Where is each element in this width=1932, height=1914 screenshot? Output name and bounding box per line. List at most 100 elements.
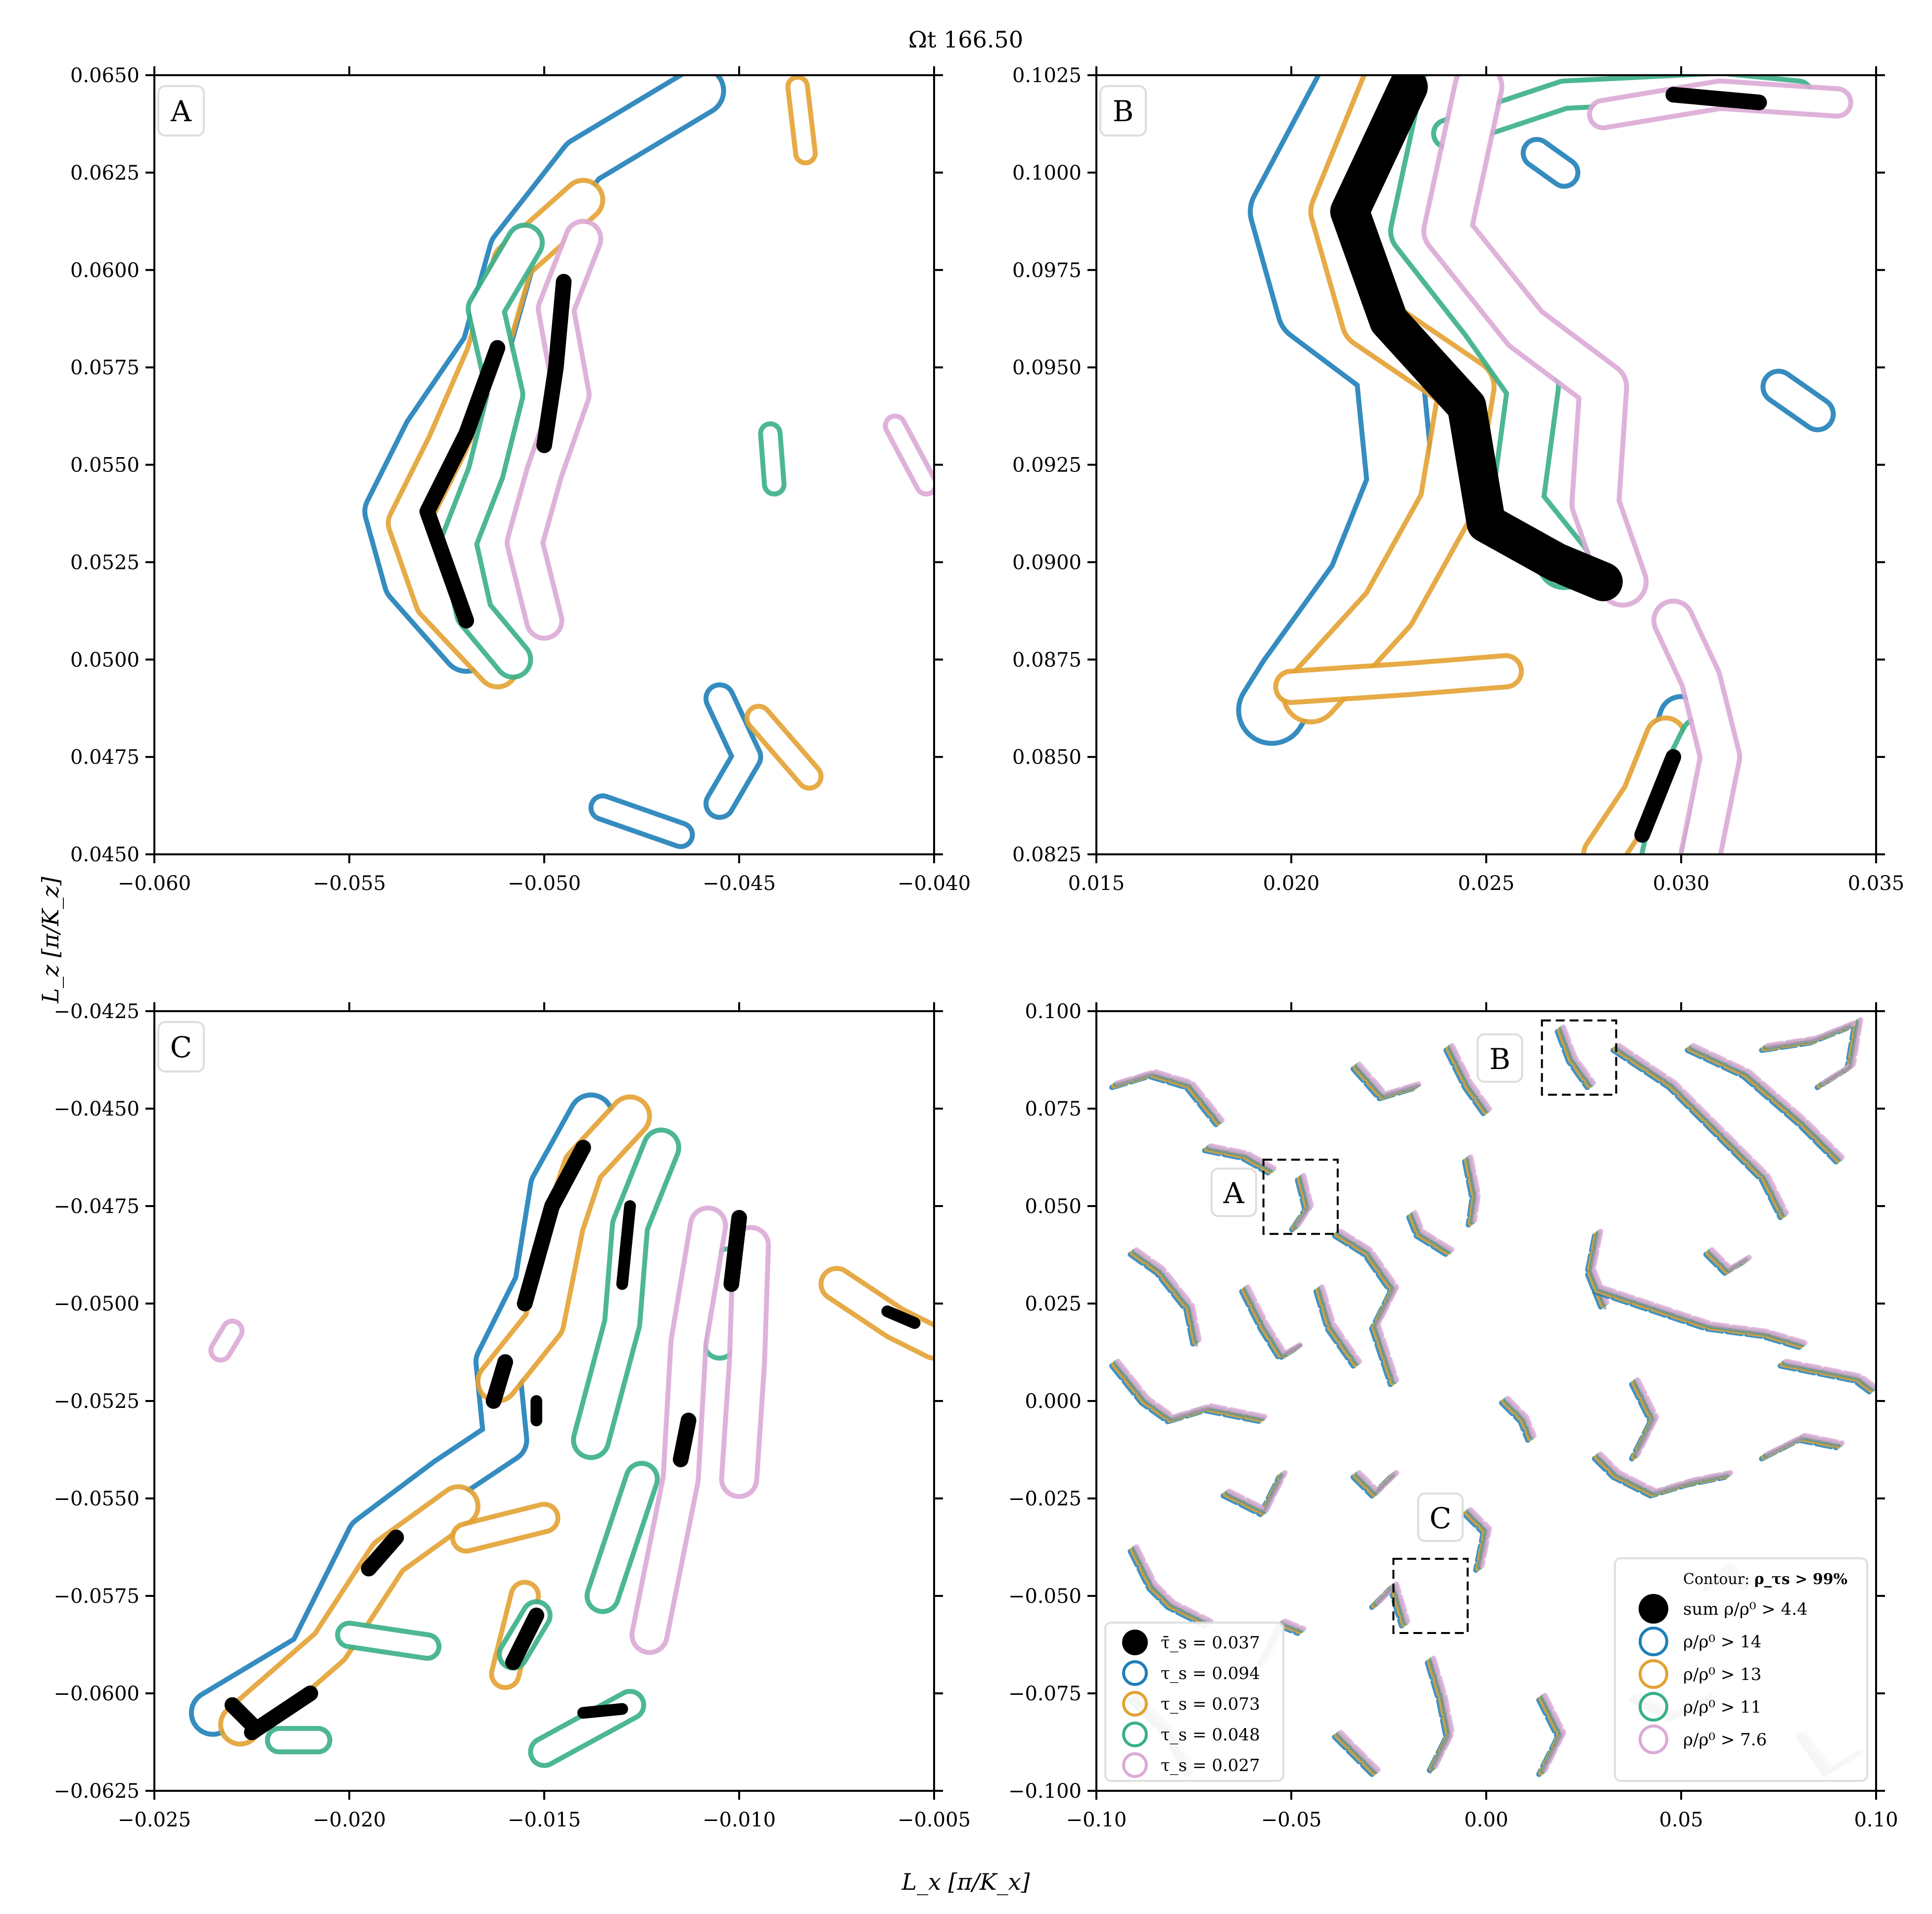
overview-filament-s4	[1598, 1284, 1808, 1346]
x-tick-label: 0.020	[1263, 872, 1320, 895]
overview-filament-core	[1206, 1147, 1272, 1172]
panel-tag-box	[1099, 85, 1147, 137]
overview-filament-core	[1336, 1232, 1395, 1384]
panel-tag: B	[1099, 85, 1147, 137]
plot-area	[1109, 1017, 1876, 1777]
contour-sum-core	[616, 1200, 636, 1290]
contour-sum-core	[224, 1697, 260, 1732]
figure-ylabel: L_z [π/K_z]	[37, 877, 64, 1004]
overview-filament-s4	[1133, 1544, 1214, 1624]
legend-right-label: sum ρ/ρ⁰ > 4.4	[1683, 1599, 1808, 1619]
panel-tag-box	[157, 1021, 205, 1073]
overview-filament-core	[1132, 1548, 1210, 1626]
y-tick-label: 0.0900	[1012, 551, 1082, 574]
overview-filament-core	[1132, 1251, 1198, 1347]
x-tick-label: −0.015	[508, 1809, 581, 1831]
overview-filament-core	[1355, 1474, 1395, 1495]
x-tick-label: −0.020	[313, 1809, 386, 1831]
overview-filament-core	[1113, 1362, 1265, 1421]
overview-filament-core	[1318, 1288, 1358, 1365]
overview-filament-s4	[1133, 1247, 1203, 1346]
x-tick-label: 0.015	[1068, 872, 1125, 895]
panel-a: A −0.060 −0.055 −0.050 −0.045 −0.040 0.0450 0.0…	[70, 64, 971, 895]
overview-filament-core	[1689, 1047, 1840, 1162]
overview-filament-s4	[1226, 1470, 1288, 1513]
overview-filament-core	[1707, 1251, 1748, 1273]
legend-right-title: Contour: ρ_τs > 99%	[1683, 1571, 1847, 1588]
overview-filament-s4	[1338, 1729, 1381, 1773]
overview-filament-s4	[1505, 1396, 1537, 1439]
contour-sum-core	[1330, 75, 1623, 602]
contour-sum-core	[419, 340, 506, 629]
overview-filament-core	[1503, 1400, 1533, 1440]
contour-sum-core	[881, 1306, 921, 1329]
overview-filament-s4	[1115, 1069, 1225, 1123]
overview-filament-core	[1559, 1028, 1592, 1087]
y-tick-label: 0.075	[1025, 1098, 1082, 1120]
contour-s4-interior	[724, 1230, 766, 1494]
y-tick-label: −0.050	[1008, 1585, 1082, 1608]
legend-left-label: τ_s = 0.073	[1161, 1694, 1260, 1714]
overview-filament-s4	[1598, 1451, 1734, 1494]
overview-filament-s4	[1783, 1358, 1876, 1390]
y-tick-label: 0.0825	[1012, 843, 1082, 866]
overview-filament-core	[1429, 1659, 1451, 1774]
legend-marker-s2	[1639, 1659, 1668, 1689]
contour-sum-core	[723, 1210, 747, 1292]
inset-label: A	[1210, 1167, 1257, 1217]
contour-sum-core	[505, 1607, 544, 1670]
overview-filament-core	[1466, 1158, 1477, 1224]
contour-s1-interior	[1765, 373, 1831, 427]
y-tick-label: −0.0525	[54, 1390, 140, 1413]
panel-tag-label: B	[1113, 94, 1134, 128]
inset-box-b	[1541, 1019, 1617, 1096]
legend-marker-s3	[1639, 1692, 1668, 1722]
legend-right-title-bold: ρ_τs > 99%	[1754, 1571, 1847, 1588]
y-tick-label: −0.0600	[54, 1682, 140, 1705]
overview-filament-s4	[1560, 1025, 1596, 1086]
overview-filament-s4	[1208, 1143, 1277, 1171]
overview-filament-s4	[1691, 1043, 1845, 1160]
overview-filament-s1	[1685, 1047, 1839, 1165]
y-tick-label: 0.0550	[70, 454, 140, 477]
overview-filament-s4	[1635, 1377, 1659, 1457]
legend-marker-s1	[1639, 1627, 1668, 1656]
y-tick-label: 0.050	[1025, 1195, 1082, 1218]
y-tick-label: 0.0875	[1012, 649, 1082, 671]
overview-filament-s4	[1449, 1043, 1492, 1112]
overview-filament-s4	[1616, 1043, 1789, 1216]
legend-right-box	[1614, 1557, 1868, 1782]
inset-label-box	[1417, 1492, 1464, 1542]
contour-s1-interior	[708, 687, 758, 815]
legend-marker-s3	[1122, 1722, 1148, 1747]
overview-filament-s4	[1468, 1154, 1481, 1223]
y-tick-label: 0.000	[1025, 1390, 1082, 1413]
overview-filament-s3	[1614, 1044, 1787, 1217]
legend-marker-s2	[1122, 1691, 1148, 1717]
y-tick-label: 0.0475	[70, 746, 140, 769]
contour-s1-interior	[593, 798, 690, 844]
y-tick-label: 0.0625	[70, 162, 140, 185]
panel-tag-label: C	[170, 1030, 192, 1064]
y-tick-label: 0.0575	[70, 357, 140, 379]
inset-label-text: C	[1429, 1501, 1451, 1535]
panel-tag-box	[157, 85, 205, 137]
overview-filament-core	[1763, 1437, 1840, 1458]
plot-area	[1236, 75, 1853, 854]
contour-s3-interior	[589, 1466, 655, 1609]
contour-s4-interior	[1426, 75, 1644, 603]
contour-s2-interior	[1278, 658, 1519, 700]
figure-xlabel: L_x [π/K_x]	[901, 1868, 1030, 1895]
overview-filament-s4	[1412, 1210, 1455, 1253]
y-tick-label: 0.0950	[1012, 357, 1082, 379]
contour-s3-interior	[763, 426, 782, 492]
overview-filament-core	[1336, 1733, 1376, 1774]
overview-filament-s4	[1115, 1358, 1270, 1420]
overview-filament-core	[1410, 1214, 1451, 1254]
plot-area	[362, 75, 934, 849]
overview-filament-core	[1540, 1696, 1562, 1774]
contour-s2-interior	[480, 1099, 647, 1399]
legend-marker-s4	[1122, 1752, 1148, 1778]
overview-filament-core	[1466, 1511, 1488, 1570]
